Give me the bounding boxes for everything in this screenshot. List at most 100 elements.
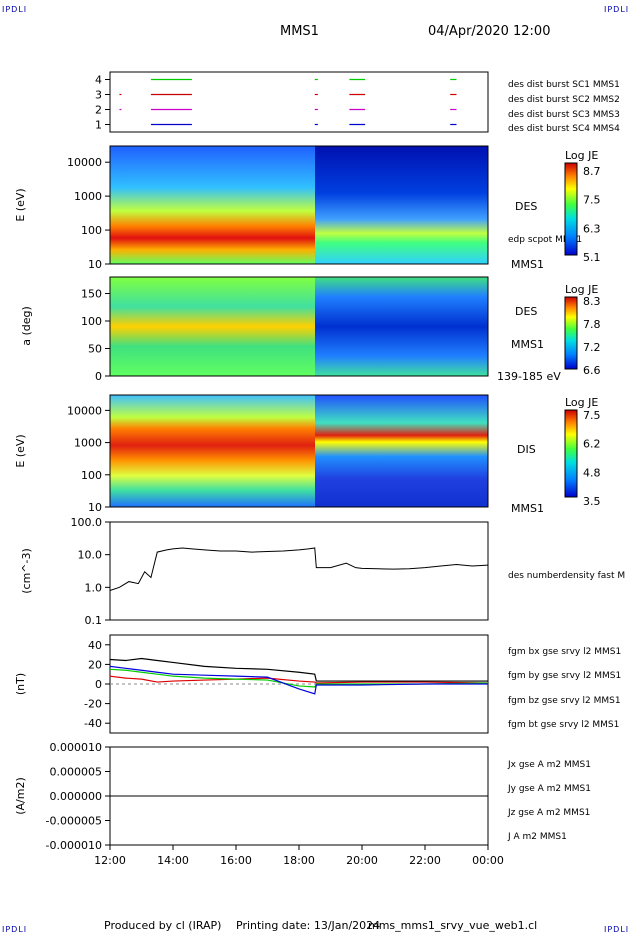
current-y-tick-label: 0.000010 [50,741,103,754]
bfield-legend-bz: fgm bz gse srvy l2 MMS1 [508,696,621,706]
current-legend-j: J A m2 MMS1 [507,832,567,842]
bfield-panel: -40 -20 0 20 40 (nT) fgm bx gse srvy l2 MMS1… [14,634,621,734]
des-energy-frame [109,145,489,265]
burst-y-tick-label: 3 [95,89,102,102]
dis-energy-colorbar-tick: 7.5 [583,409,601,422]
des-energy-panel: 10 100 1000 10000 E (eV) DES edp scpot MMS1… [14,145,601,271]
current-y-tick-label: -0.000005 [46,815,102,828]
bfield-y-tick-label: 40 [88,639,102,652]
des-pitch-colorbar-title: Log JE [565,283,598,296]
datetime-title: 04/Apr/2020 12:00 [428,24,550,39]
current-panel: -0.000010 -0.000005 0.000000 0.000005 0.0000… [14,741,591,867]
corner-label-top-right: IPDLI [604,5,629,14]
legend-mms4: des dist burst SC4 MMS4 [508,124,620,134]
des-pitch-sat-label: MMS1 [511,338,544,351]
x-tick-label: 14:00 [157,854,189,867]
footer-printing-date: Printing date: 13/Jan/2024 [236,919,380,932]
des-energy-colorbar-tick: 7.5 [583,194,601,207]
des-energy-annotation: edp scpot MMS1 [508,235,582,245]
dis-energy-sat-label: MMS1 [511,502,544,515]
des-energy-y-tick-label: 10 [88,258,102,271]
dis-energy-y-tick-label: 10000 [67,404,102,417]
corner-label-top-left: IPDLI [2,5,27,14]
des-pitch-colorbar-tick: 8.3 [583,295,601,308]
density-line [109,547,489,591]
dis-energy-colorbar [564,409,578,498]
des-pitch-colorbar-tick: 7.8 [583,318,601,331]
bfield-line-1 [109,668,489,688]
dis-energy-colorbar-tick: 6.2 [583,438,601,451]
dis-energy-label: DIS [517,443,536,456]
burst-y-tick-label: 4 [95,74,102,87]
des-pitch-y-tick-label: 100 [81,315,102,328]
bfield-ylabel: (nT) [14,673,27,695]
bfield-line-0 [109,675,489,684]
current-legend-jy: Jy gse A m2 MMS1 [507,784,591,794]
corner-label-bottom-left: IPDLI [2,925,27,934]
bfield-legend-by: fgm by gse srvy l2 MMS1 [508,671,621,681]
des-pitch-spectrogram-pre [110,277,315,376]
burst-y-tick-label: 2 [95,104,102,117]
des-pitch-colorbar-tick: 7.2 [583,341,601,354]
des-pitch-y-tick-label: 150 [81,288,102,301]
des-energy-sat-label: MMS1 [511,258,544,271]
bfield-y-tick-label: 0 [95,678,102,691]
des-pitch-label: DES [515,305,537,318]
dis-energy-y-tick-label: 100 [81,469,102,482]
bfield-y-tick-label: 20 [88,658,102,671]
des-pitch-colorbar [564,296,578,370]
des-pitch-colorbar-tick: 6.6 [583,364,601,377]
bfield-line-2 [109,665,488,695]
des-energy-colorbar-tick: 8.7 [583,165,601,178]
bfield-legend-bx: fgm bx gse srvy l2 MMS1 [508,647,621,657]
x-tick-label: 12:00 [94,854,126,867]
des-energy-y-tick-label: 100 [81,224,102,237]
current-legend-jx: Jx gse A m2 MMS1 [507,760,591,770]
density-frame [109,521,489,621]
current-ylabel: (A/m2) [14,777,27,815]
des-pitch-spectrogram-post [315,277,488,376]
des-pitch-ylabel: a (deg) [20,306,33,346]
des-energy-colorbar-tick: 5.1 [583,251,601,264]
legend-mms2: des dist burst SC2 MMS2 [508,95,620,105]
dis-energy-ylabel: E (eV) [14,434,27,467]
current-legend-jz: Jz gse A m2 MMS1 [507,808,590,818]
density-y-tick-label: 1.0 [85,581,103,594]
x-tick-label: 22:00 [409,854,441,867]
burst-panel-frame [109,71,489,133]
x-tick-label: 00:00 [472,854,504,867]
density-y-tick-label: 100.0 [71,516,103,529]
current-y-tick-label: 0.000000 [50,790,103,803]
x-tick-label: 18:00 [283,854,315,867]
current-y-tick-label: 0.000005 [50,766,103,779]
bfield-line-3 [109,657,488,682]
dis-energy-y-tick-label: 1000 [74,437,102,450]
density-panel: 0.1 1.0 10.0 100.0 (cm^-3) des numberdensit… [20,516,625,627]
dis-energy-y-tick-label: 10 [88,501,102,514]
des-pitch-energy-range: 139-185 eV [497,370,561,383]
dis-energy-panel: 10 100 1000 10000 E (eV) DIS MMS1 Log JE 7.… [14,394,601,515]
dis-energy-colorbar-title: Log JE [565,396,598,409]
des-pitch-y-tick-label: 0 [95,370,102,383]
des-energy-ylabel: E (eV) [14,188,27,221]
dis-energy-spectrogram-post [315,395,488,507]
des-energy-y-tick-label: 10000 [67,156,102,169]
footer-filename: mms_mms1_srvy_vue_web1.cl [368,919,537,932]
bfield-y-tick-label: -40 [84,717,102,730]
density-legend: des numberdensity fast M [508,571,625,581]
des-pitch-y-tick-label: 50 [88,343,102,356]
dis-energy-colorbar-tick: 4.8 [583,466,601,479]
bfield-legend-bt: fgm bt gse srvy l2 MMS1 [508,720,619,730]
spacecraft-title: MMS1 [280,24,319,39]
current-y-tick-label: -0.000010 [46,839,102,852]
x-tick-label: 16:00 [220,854,252,867]
footer-produced-by: Produced by cl (IRAP) [104,919,221,932]
des-energy-spectrogram-pre [110,146,315,264]
bfield-y-tick-label: -20 [84,698,102,711]
des-pitch-frame [109,276,489,377]
burst-panel: 1 2 3 4 des dist burst SC1 MMS1 des dist bu… [95,71,620,134]
x-tick-label: 20:00 [346,854,378,867]
density-y-tick-label: 10.0 [78,549,103,562]
des-pitch-panel: 0 50 100 150 a (deg) DES MMS1 139-185 eV Lo… [20,276,601,383]
